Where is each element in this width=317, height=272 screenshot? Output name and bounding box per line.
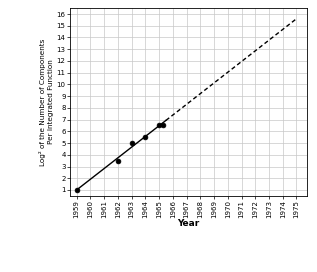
Point — [143, 135, 148, 139]
X-axis label: Year: Year — [178, 220, 200, 228]
Point — [74, 188, 79, 192]
Point — [157, 123, 162, 128]
Y-axis label: Log² of the Number of Components
Per Integrated Function: Log² of the Number of Components Per Int… — [39, 38, 54, 166]
Point — [129, 141, 134, 145]
Point — [115, 159, 120, 163]
Point — [161, 123, 166, 128]
